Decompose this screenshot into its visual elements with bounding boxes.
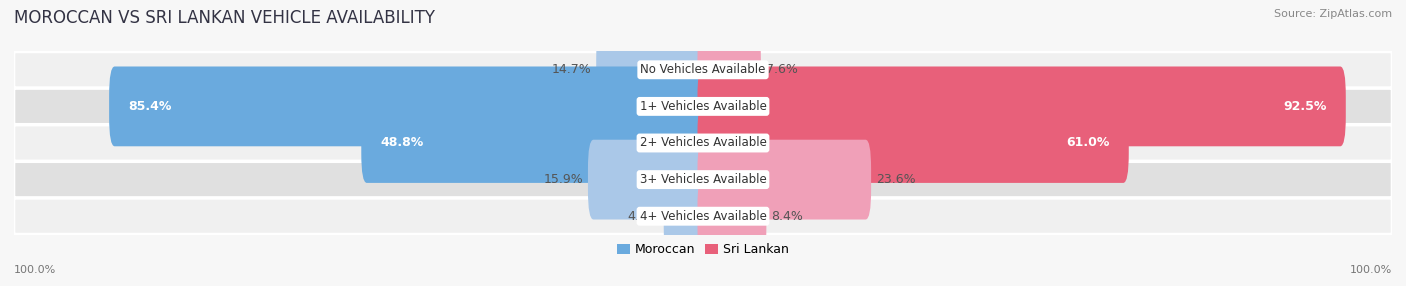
FancyBboxPatch shape bbox=[664, 176, 709, 256]
Text: 1+ Vehicles Available: 1+ Vehicles Available bbox=[640, 100, 766, 113]
Text: 2+ Vehicles Available: 2+ Vehicles Available bbox=[640, 136, 766, 150]
Legend: Moroccan, Sri Lankan: Moroccan, Sri Lankan bbox=[612, 238, 794, 261]
FancyBboxPatch shape bbox=[110, 66, 709, 146]
Text: 14.7%: 14.7% bbox=[551, 63, 592, 76]
FancyBboxPatch shape bbox=[596, 30, 709, 110]
Text: 4.9%: 4.9% bbox=[627, 210, 659, 223]
Text: MOROCCAN VS SRI LANKAN VEHICLE AVAILABILITY: MOROCCAN VS SRI LANKAN VEHICLE AVAILABIL… bbox=[14, 9, 434, 27]
FancyBboxPatch shape bbox=[14, 198, 1392, 234]
FancyBboxPatch shape bbox=[14, 88, 1392, 124]
Text: 85.4%: 85.4% bbox=[128, 100, 172, 113]
FancyBboxPatch shape bbox=[697, 30, 761, 110]
Text: 61.0%: 61.0% bbox=[1066, 136, 1109, 150]
FancyBboxPatch shape bbox=[361, 103, 709, 183]
Text: 23.6%: 23.6% bbox=[876, 173, 915, 186]
FancyBboxPatch shape bbox=[697, 140, 872, 220]
FancyBboxPatch shape bbox=[697, 103, 1129, 183]
Text: 8.4%: 8.4% bbox=[772, 210, 803, 223]
Text: Source: ZipAtlas.com: Source: ZipAtlas.com bbox=[1274, 9, 1392, 19]
FancyBboxPatch shape bbox=[14, 52, 1392, 88]
FancyBboxPatch shape bbox=[697, 66, 1346, 146]
FancyBboxPatch shape bbox=[697, 176, 766, 256]
Text: 15.9%: 15.9% bbox=[543, 173, 583, 186]
FancyBboxPatch shape bbox=[588, 140, 709, 220]
Text: 92.5%: 92.5% bbox=[1284, 100, 1326, 113]
Text: 7.6%: 7.6% bbox=[766, 63, 797, 76]
Text: 100.0%: 100.0% bbox=[14, 265, 56, 275]
FancyBboxPatch shape bbox=[14, 125, 1392, 161]
Text: 100.0%: 100.0% bbox=[1350, 265, 1392, 275]
FancyBboxPatch shape bbox=[14, 162, 1392, 198]
Text: 48.8%: 48.8% bbox=[381, 136, 423, 150]
Text: 3+ Vehicles Available: 3+ Vehicles Available bbox=[640, 173, 766, 186]
Text: 4+ Vehicles Available: 4+ Vehicles Available bbox=[640, 210, 766, 223]
Text: No Vehicles Available: No Vehicles Available bbox=[640, 63, 766, 76]
